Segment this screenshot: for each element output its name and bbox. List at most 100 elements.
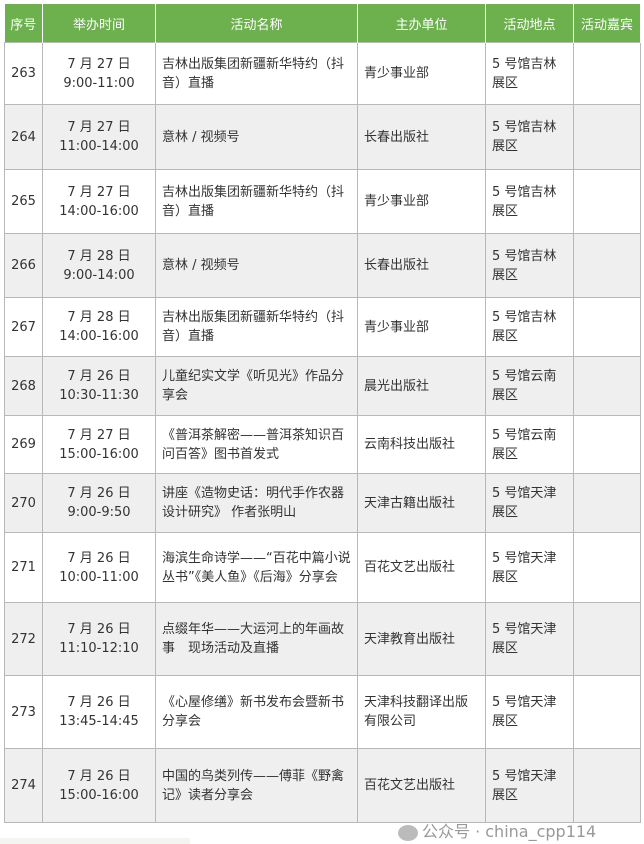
cell-place: 5 号馆天津展区 (485, 675, 574, 749)
cell-number: 271 (4, 532, 43, 603)
table-row: 267 7 月 28 日 14:00-16:00 吉林出版集团新疆新华特约（抖音）直播… (4, 297, 641, 357)
cell-time: 7 月 28 日 9:00-14:00 (42, 233, 156, 298)
cell-number: 270 (4, 473, 43, 533)
cell-time: 7 月 26 日 15:00-16:00 (42, 748, 156, 823)
time-range: 11:10-12:10 (59, 641, 139, 656)
cell-guest (573, 169, 641, 234)
table-row: 264 7 月 27 日 11:00-14:00 意林 / 视频号 长春出版社 5 号馆吉… (4, 104, 641, 170)
time-range: 15:00-16:00 (59, 446, 139, 462)
column-header: 活动嘉宾 (573, 4, 641, 43)
cell-guest (573, 748, 641, 823)
cell-number: 274 (4, 748, 43, 823)
cell-place: 5 号馆云南展区 (485, 415, 574, 474)
cell-guest (573, 104, 641, 170)
cell-number: 272 (4, 602, 43, 676)
table-row: 270 7 月 26 日 9:00-9:50 讲座《造物史话：明代手作农器设计研究》 … (4, 473, 641, 533)
cell-event-name: 意林 / 视频号 (155, 104, 358, 170)
cell-time: 7 月 26 日 11:10-12:10 (42, 602, 156, 676)
cell-host: 百花文艺出版社 (357, 532, 486, 603)
time-range: 9:00-14:00 (63, 267, 135, 283)
date: 7 月 27 日 (67, 120, 131, 135)
cell-number: 266 (4, 233, 43, 298)
cell-time: 7 月 26 日 10:30-11:30 (42, 356, 156, 416)
table-row: 271 7 月 26 日 10:00-11:00 海滨生命诗学——“百花中篇小说丛书”… (4, 532, 641, 603)
table-row: 268 7 月 26 日 10:30-11:30 儿童纪实文学《听见光》作品分享会 晨光… (4, 356, 641, 416)
date: 7 月 26 日 (67, 622, 131, 637)
cell-place: 5 号馆天津展区 (485, 473, 574, 533)
cell-number: 268 (4, 356, 43, 416)
cell-event-name: 吉林出版集团新疆新华特约（抖音）直播 (155, 42, 358, 105)
time-range: 14:00-16:00 (59, 203, 139, 219)
cell-guest (573, 415, 641, 474)
column-header: 举办时间 (42, 4, 156, 43)
cell-event-name: 儿童纪实文学《听见光》作品分享会 (155, 356, 358, 416)
cell-host: 晨光出版社 (357, 356, 486, 416)
cell-number: 264 (4, 104, 43, 170)
cell-event-name: 吉林出版集团新疆新华特约（抖音）直播 (155, 297, 358, 357)
cell-guest (573, 532, 641, 603)
cell-host: 青少事业部 (357, 42, 486, 105)
table-row: 266 7 月 28 日 9:00-14:00 意林 / 视频号 长春出版社 5 号馆吉林… (4, 233, 641, 298)
cell-event-name: 意林 / 视频号 (155, 233, 358, 298)
column-header: 活动地点 (485, 4, 574, 43)
date: 7 月 28 日 (67, 310, 131, 325)
time-range: 13:45-14:45 (59, 714, 139, 729)
column-header: 序号 (4, 4, 43, 43)
cell-host: 青少事业部 (357, 297, 486, 357)
cell-event-name: 点缀年华——大运河上的年画故事 现场活动及直播 (155, 602, 358, 676)
column-header: 主办单位 (357, 4, 486, 43)
date: 7 月 26 日 (67, 695, 131, 710)
cell-number: 267 (4, 297, 43, 357)
date: 7 月 27 日 (67, 56, 131, 72)
cell-time: 7 月 26 日 9:00-9:50 (42, 473, 156, 533)
table-row: 263 7 月 27 日 9:00-11:00 吉林出版集团新疆新华特约（抖音）直播青… (4, 42, 641, 105)
time-range: 10:00-11:00 (59, 569, 139, 585)
cell-time: 7 月 27 日 11:00-14:00 (42, 104, 156, 170)
cell-guest (573, 297, 641, 357)
time-range: 15:00-16:00 (59, 787, 139, 803)
wechat-icon (398, 824, 418, 841)
cell-guest (573, 233, 641, 298)
time-range: 9:00-9:50 (67, 505, 131, 520)
date: 7 月 26 日 (67, 768, 131, 784)
time-range: 14:00-16:00 (59, 329, 139, 344)
date: 7 月 26 日 (67, 550, 131, 566)
cell-time: 7 月 28 日 14:00-16:00 (42, 297, 156, 357)
table-header: 序号 举办时间 活动名称 主办单位 活动地点 活动嘉宾 (4, 4, 641, 43)
schedule-table-container: 序号 举办时间 活动名称 主办单位 活动地点 活动嘉宾 263 7 月 27 日 9:00-1… (4, 4, 641, 823)
cell-guest (573, 42, 641, 105)
cell-host: 长春出版社 (357, 104, 486, 170)
table-row: 265 7 月 27 日 14:00-16:00 吉林出版集团新疆新华特约（抖音）直播… (4, 169, 641, 234)
cell-guest (573, 356, 641, 416)
cell-place: 5 号馆吉林展区 (485, 169, 574, 234)
cell-number: 273 (4, 675, 43, 749)
table-row: 269 7 月 27 日 15:00-16:00 《普洱茶解密——普洱茶知识百问百答》… (4, 415, 641, 474)
date: 7 月 26 日 (67, 369, 131, 384)
time-range: 10:30-11:30 (59, 388, 139, 403)
cell-host: 长春出版社 (357, 233, 486, 298)
cell-place: 5 号馆吉林展区 (485, 297, 574, 357)
cell-guest (573, 675, 641, 749)
cell-time: 7 月 26 日 10:00-11:00 (42, 532, 156, 603)
cell-place: 5 号馆吉林展区 (485, 104, 574, 170)
cell-time: 7 月 27 日 14:00-16:00 (42, 169, 156, 234)
date: 7 月 26 日 (67, 486, 131, 501)
event-schedule-table: 序号 举办时间 活动名称 主办单位 活动地点 活动嘉宾 263 7 月 27 日 9:00-1… (4, 4, 641, 823)
cell-time: 7 月 27 日 9:00-11:00 (42, 42, 156, 105)
table-row: 272 7 月 26 日 11:10-12:10 点缀年华——大运河上的年画故事 现场… (4, 602, 641, 676)
table-row: 273 7 月 26 日 13:45-14:45 《心屋修缮》新书发布会暨新书分享会天… (4, 675, 641, 749)
column-header: 活动名称 (155, 4, 358, 43)
cell-host: 天津教育出版社 (357, 602, 486, 676)
cell-event-name: 《心屋修缮》新书发布会暨新书分享会 (155, 675, 358, 749)
watermark: 公众号 · china_cpp114 (398, 823, 596, 841)
cell-event-name: 《普洱茶解密——普洱茶知识百问百答》图书首发式 (155, 415, 358, 474)
cell-event-name: 中国的鸟类列传——傅菲《野禽记》读者分享会 (155, 748, 358, 823)
footer-strip (0, 838, 190, 844)
cell-place: 5 号馆天津展区 (485, 748, 574, 823)
cell-guest (573, 473, 641, 533)
cell-place: 5 号馆云南展区 (485, 356, 574, 416)
cell-time: 7 月 26 日 13:45-14:45 (42, 675, 156, 749)
cell-place: 5 号馆天津展区 (485, 602, 574, 676)
cell-place: 5 号馆天津展区 (485, 532, 574, 603)
cell-host: 青少事业部 (357, 169, 486, 234)
